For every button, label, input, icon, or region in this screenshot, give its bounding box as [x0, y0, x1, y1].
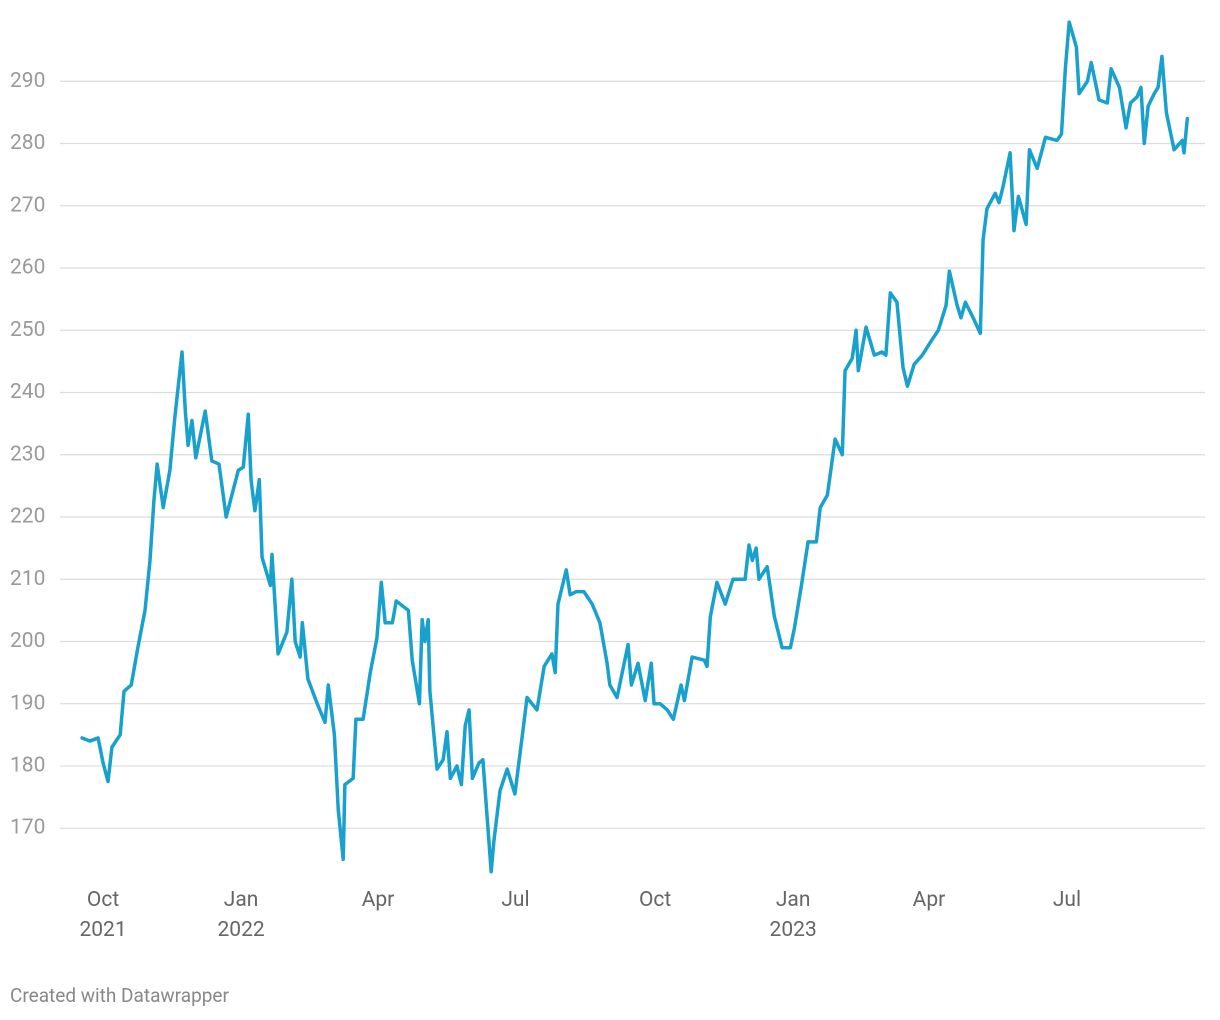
y-tick-label: 240 — [10, 380, 45, 404]
y-tick-label: 270 — [10, 193, 45, 217]
y-tick-label: 290 — [10, 69, 45, 93]
y-tick-label: 280 — [10, 131, 45, 155]
y-tick-label: 260 — [10, 256, 45, 280]
x-tick-label: Apr — [362, 888, 395, 912]
price-line — [80, 20, 1190, 874]
x-tick-label: Jan 2023 — [770, 888, 817, 942]
x-tick-label: Jul — [501, 888, 529, 912]
y-tick-label: 200 — [10, 629, 45, 653]
credit: Created with Datawrapper — [10, 984, 229, 1007]
y-tick-label: 180 — [10, 754, 45, 778]
y-tick-label: 190 — [10, 691, 45, 715]
y-tick-label: 250 — [10, 318, 45, 342]
y-tick-label: 170 — [10, 816, 45, 840]
y-tick-label: 210 — [10, 567, 45, 591]
y-tick-label: 220 — [10, 505, 45, 529]
x-tick-label: Oct — [639, 888, 671, 912]
y-tick-label: 230 — [10, 442, 45, 466]
x-tick-label: Jan 2022 — [217, 888, 264, 942]
x-tick-label: Oct 2021 — [79, 888, 126, 942]
x-tick-label: Apr — [913, 888, 946, 912]
x-tick-label: Jul — [1053, 888, 1081, 912]
